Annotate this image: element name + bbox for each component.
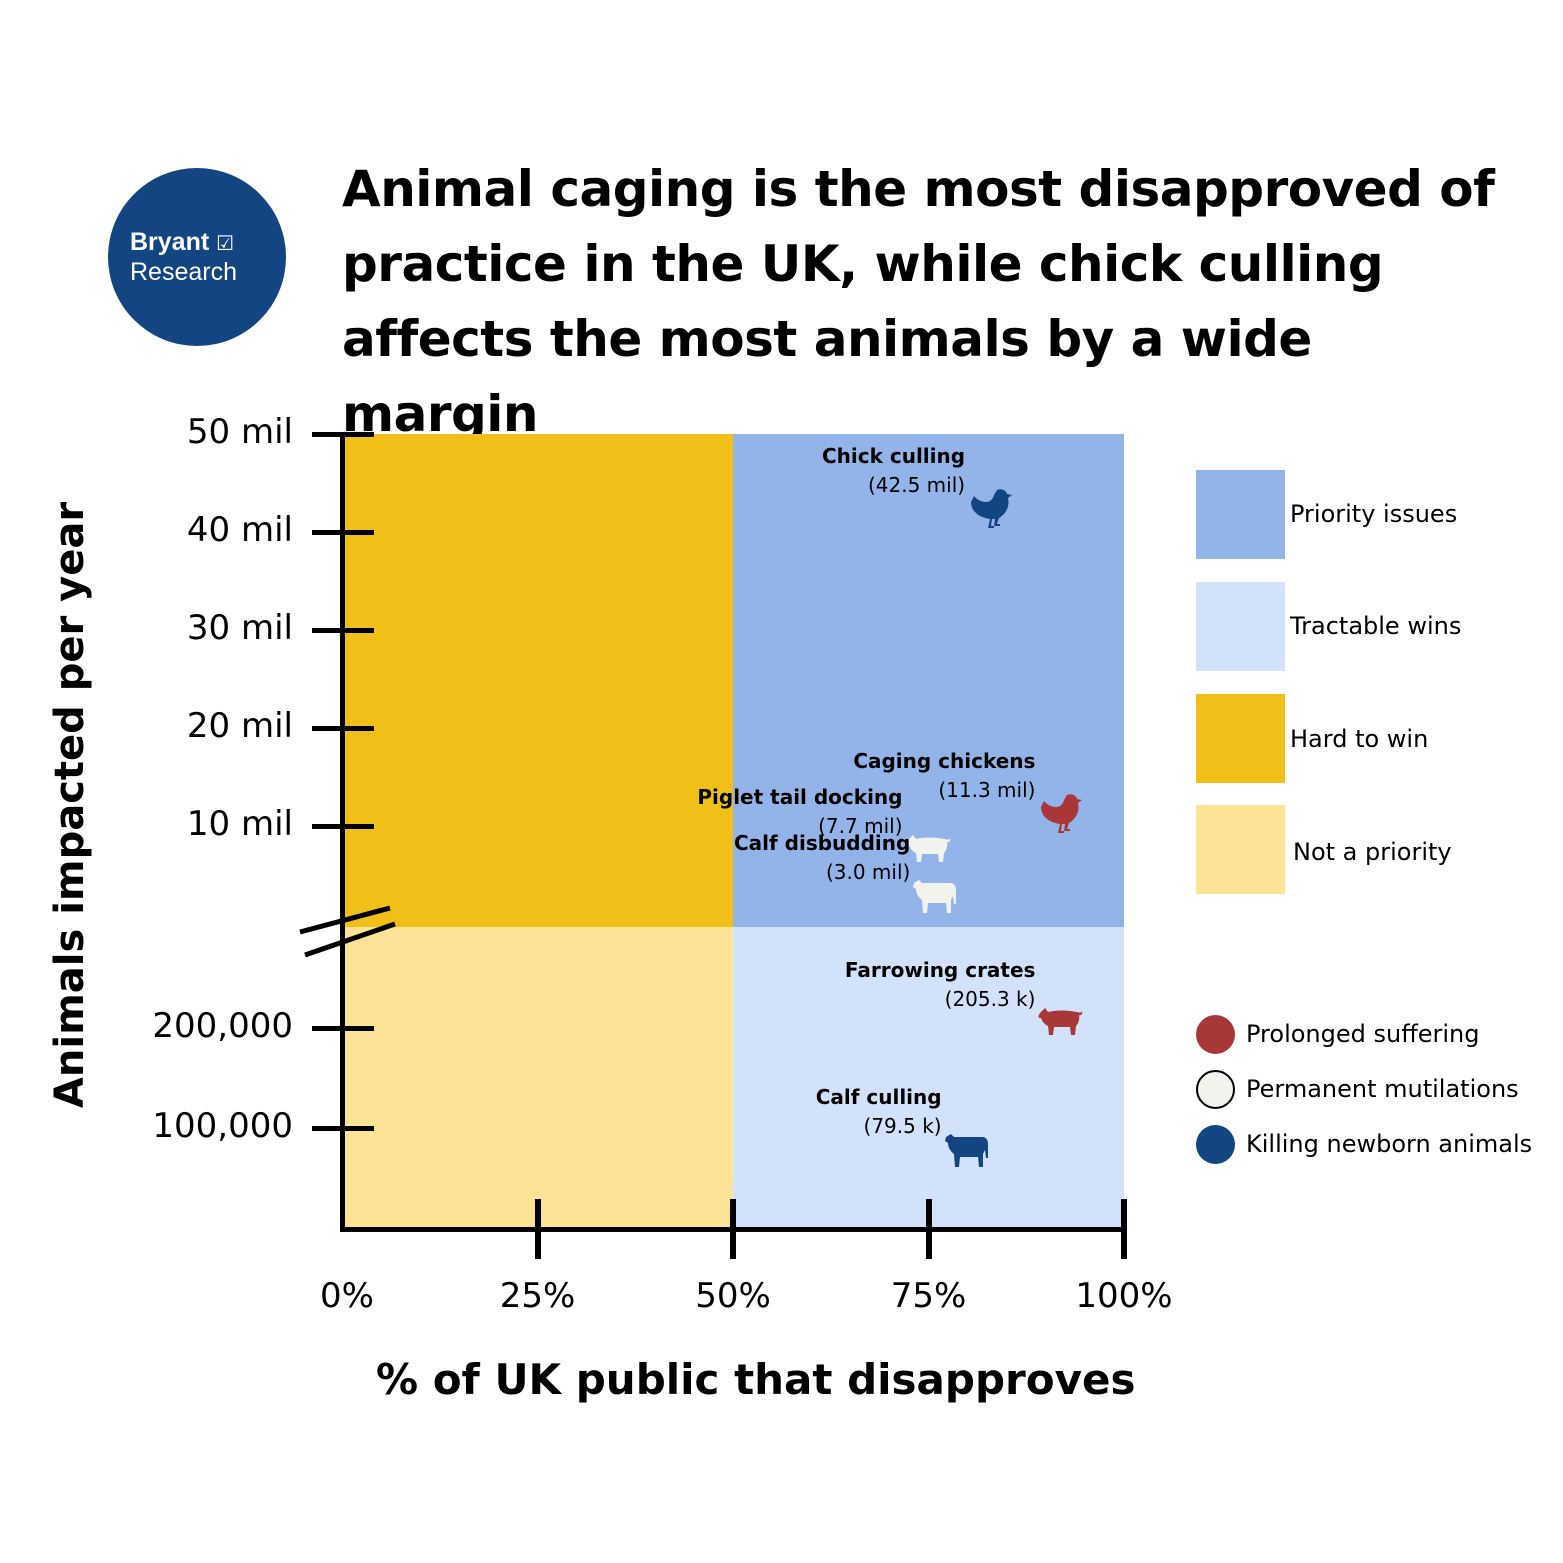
- legend-dot-permanent-mutilations: [1196, 1070, 1235, 1109]
- quadrant-hard-to-win: [342, 434, 733, 927]
- point-label: Chick culling (42.5 mil): [822, 442, 965, 500]
- legend-label: Priority issues: [1290, 500, 1458, 528]
- legend-label: Permanent mutilations: [1246, 1075, 1519, 1103]
- point-label: Farrowing crates (205.3 k): [845, 956, 1036, 1014]
- y-tick: [312, 530, 374, 535]
- x-tick-label: 100%: [1075, 1276, 1173, 1316]
- pig-icon: [906, 834, 950, 862]
- check-icon: ☑: [216, 233, 235, 255]
- legend-swatch-priority-issues: [1196, 470, 1285, 559]
- chicken-icon: [971, 488, 1013, 528]
- point-value: (205.3 k): [944, 987, 1036, 1012]
- point-label: Caging chickens (11.3 mil): [853, 747, 1035, 805]
- y-axis-title: Animals impacted per year: [47, 501, 93, 1109]
- chicken-icon: [1041, 794, 1083, 834]
- y-tick-label: 100,000: [152, 1106, 293, 1147]
- legend-swatch-not-a-priority: [1196, 805, 1285, 894]
- bryant-research-logo: Bryant ☑ Research: [108, 168, 286, 346]
- logo-line2: Research: [130, 258, 237, 286]
- legend-dot-prolonged-suffering: [1196, 1015, 1235, 1054]
- legend-label: Hard to win: [1290, 725, 1429, 753]
- legend-label: Tractable wins: [1290, 612, 1462, 640]
- y-tick-label: 30 mil: [186, 608, 293, 648]
- cow-icon: [944, 1133, 988, 1167]
- y-tick-label: 20 mil: [186, 706, 293, 746]
- point-name: Piglet tail docking: [697, 784, 903, 809]
- point-value: (79.5 k): [863, 1113, 942, 1138]
- y-tick-label: 40 mil: [186, 510, 293, 550]
- point-name: Chick culling: [821, 443, 966, 468]
- point-name: Farrowing crates: [844, 958, 1036, 983]
- logo-line1: Bryant: [130, 228, 210, 256]
- x-tick-label: 25%: [499, 1276, 576, 1316]
- y-tick: [312, 1126, 374, 1132]
- cow-icon: [913, 879, 957, 913]
- legend-swatch-hard-to-win: [1196, 694, 1285, 783]
- x-axis-title: % of UK public that disapproves: [376, 1355, 1136, 1404]
- x-tick-label: 50%: [695, 1276, 771, 1316]
- x-tick-label: 0%: [320, 1276, 374, 1316]
- legend-swatch-tractable-wins: [1196, 582, 1285, 671]
- point-value: (11.3 mil): [938, 778, 1036, 803]
- y-tick: [312, 432, 374, 437]
- y-tick-label: 10 mil: [186, 804, 293, 844]
- point-label: Calf culling (79.5 k): [816, 1083, 942, 1141]
- point-name: Calf disbudding: [733, 830, 911, 855]
- quadrant-not-a-priority: [342, 927, 733, 1229]
- legend-dot-killing-newborn: [1196, 1125, 1235, 1164]
- point-label: Calf disbudding (3.0 mil): [734, 829, 910, 887]
- x-tick-label: 75%: [890, 1276, 967, 1316]
- point-label: Piglet tail docking (7.7 mil): [697, 783, 902, 841]
- point-name: Calf culling: [815, 1084, 942, 1109]
- y-tick: [312, 824, 374, 829]
- y-tick: [312, 628, 374, 633]
- y-tick: [312, 726, 374, 731]
- y-tick-label: 50 mil: [186, 412, 293, 452]
- x-tick: [925, 1199, 932, 1259]
- point-value: (42.5 mil): [867, 472, 966, 497]
- x-tick: [1121, 1199, 1127, 1259]
- quadrant-tractable-wins: [733, 927, 1124, 1229]
- point-value: (7.7 mil): [818, 813, 903, 838]
- axis-break-mark: [299, 905, 396, 958]
- y-tick: [312, 1025, 374, 1031]
- chart-title: Animal caging is the most disapproved of…: [342, 160, 1495, 443]
- legend-label: Killing newborn animals: [1246, 1130, 1533, 1158]
- legend-label: Prolonged suffering: [1246, 1020, 1480, 1048]
- legend-label: Not a priority: [1293, 838, 1452, 866]
- point-name: Caging chickens: [853, 749, 1036, 774]
- y-axis-line: [340, 434, 345, 1232]
- pig-icon: [1039, 1008, 1083, 1036]
- y-tick-label: 200,000: [152, 1005, 293, 1046]
- point-value: (3.0 mil): [825, 859, 911, 884]
- x-tick: [730, 1199, 736, 1259]
- x-tick: [534, 1199, 541, 1259]
